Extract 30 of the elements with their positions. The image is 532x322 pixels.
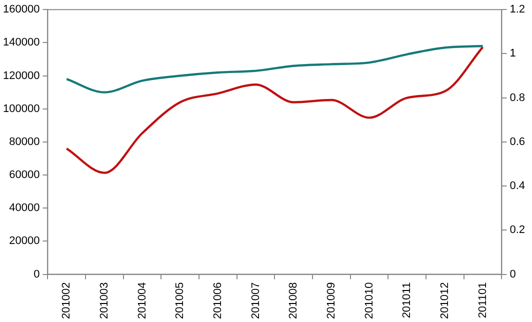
y-tick-label: 140000 <box>2 36 40 49</box>
y-tick-label: 40000 <box>9 202 40 214</box>
x-tick-label: 201007 <box>250 282 262 320</box>
line-series <box>66 44 484 94</box>
x-tick-label: 201004 <box>136 282 148 320</box>
line-series <box>66 46 484 174</box>
y2-tick-label: 0 <box>510 268 516 280</box>
y-tick-label: 80000 <box>9 136 40 148</box>
y-tick-label: 160000 <box>2 4 40 16</box>
y2-tick-label: 1.2 <box>510 4 526 16</box>
x-tick-label: 201010 <box>363 282 376 320</box>
y-tick-label: 0 <box>34 268 40 280</box>
y-tick-label: 60000 <box>9 169 40 182</box>
x-tick-label: 201006 <box>212 282 224 320</box>
y2-tick-label: 0.4 <box>510 180 526 192</box>
y2-tick-label: 0.6 <box>510 136 526 148</box>
y-tick-label: 120000 <box>2 70 40 82</box>
x-tick-label: 201011 <box>401 282 414 318</box>
y2-tick-label: 0.2 <box>510 224 526 236</box>
x-tick-label: 201012 <box>438 282 451 320</box>
x-tick-label: 201008 <box>288 282 300 320</box>
x-tick-label: 201005 <box>174 282 186 320</box>
y2-tick-label: 1 <box>510 48 516 60</box>
x-tick-label: 201101 <box>476 282 489 318</box>
x-tick-label: 201003 <box>98 282 110 320</box>
y-tick-label: 100000 <box>2 102 40 115</box>
x-tick-label: 201002 <box>60 282 73 320</box>
x-tick-label: 201009 <box>325 282 338 320</box>
y2-tick-label: 0.8 <box>510 92 526 104</box>
y-tick-label: 20000 <box>9 235 40 248</box>
